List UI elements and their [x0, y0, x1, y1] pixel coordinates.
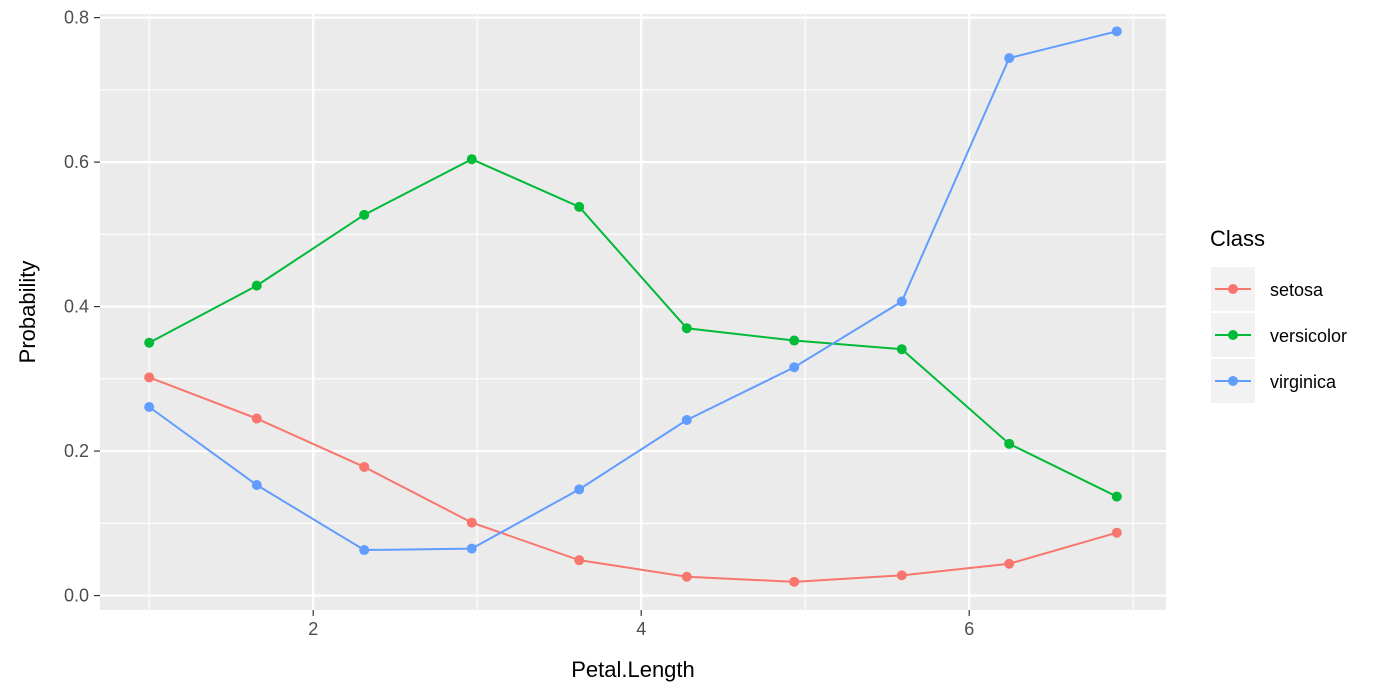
data-point-virginica: [1111, 26, 1122, 37]
data-point-virginica: [359, 545, 370, 556]
data-point-versicolor: [789, 335, 800, 346]
data-point-setosa: [681, 571, 692, 582]
data-point-versicolor: [359, 209, 370, 220]
data-point-setosa: [359, 461, 370, 472]
series-line-versicolor: [148, 158, 1118, 498]
legend-key-point: [1228, 376, 1238, 386]
data-point-virginica: [466, 543, 477, 554]
data-point-versicolor: [466, 154, 477, 165]
legend-key-point: [1228, 284, 1238, 294]
data-point-virginica: [1004, 53, 1015, 64]
data-point-virginica: [144, 401, 155, 412]
data-point-versicolor: [1004, 438, 1015, 449]
legend-title: Class: [1210, 226, 1265, 251]
series-line-setosa: [148, 376, 1118, 583]
data-point-versicolor: [144, 337, 155, 348]
series-lines: [148, 30, 1118, 583]
x-tick-label: 2: [308, 619, 318, 639]
data-point-versicolor: [251, 280, 262, 291]
legend-items: setosa versicolor virginica: [1211, 267, 1347, 403]
major-grid: [100, 14, 1166, 610]
data-point-virginica: [681, 415, 692, 426]
x-axis: 2 4 6: [308, 610, 974, 639]
y-tick-label: 0.4: [64, 297, 89, 317]
data-point-virginica: [896, 296, 907, 307]
y-tick-label: 0.8: [64, 8, 89, 28]
data-point-setosa: [1004, 558, 1015, 569]
y-tick-label: 0.0: [64, 586, 89, 606]
legend-label-versicolor: versicolor: [1270, 326, 1347, 346]
data-point-setosa: [1111, 527, 1122, 538]
series-line-virginica: [148, 30, 1118, 552]
data-point-virginica: [789, 362, 800, 373]
data-point-setosa: [574, 555, 585, 566]
legend: Class setosa versicolor virginica: [1210, 226, 1347, 403]
data-point-virginica: [574, 484, 585, 495]
data-point-versicolor: [896, 344, 907, 355]
data-point-setosa: [144, 372, 155, 383]
x-tick-label: 6: [964, 619, 974, 639]
y-tick-label: 0.6: [64, 152, 89, 172]
panel-background: [100, 14, 1166, 610]
legend-key-point: [1228, 330, 1238, 340]
legend-label-virginica: virginica: [1270, 372, 1337, 392]
data-point-versicolor: [1111, 491, 1122, 502]
minor-grid: [100, 14, 1166, 610]
y-tick-label: 0.2: [64, 441, 89, 461]
y-axis-title: Probability: [15, 261, 40, 364]
data-point-versicolor: [574, 201, 585, 212]
x-axis-title: Petal.Length: [571, 657, 695, 682]
data-point-setosa: [251, 413, 262, 424]
y-axis: 0.0 0.2 0.4 0.6 0.8: [64, 8, 100, 606]
series-points: [144, 26, 1122, 587]
legend-label-setosa: setosa: [1270, 280, 1324, 300]
data-point-setosa: [466, 517, 477, 528]
data-point-setosa: [896, 570, 907, 581]
x-tick-label: 4: [636, 619, 646, 639]
data-point-setosa: [789, 576, 800, 587]
data-point-virginica: [251, 480, 262, 491]
data-point-versicolor: [681, 323, 692, 334]
